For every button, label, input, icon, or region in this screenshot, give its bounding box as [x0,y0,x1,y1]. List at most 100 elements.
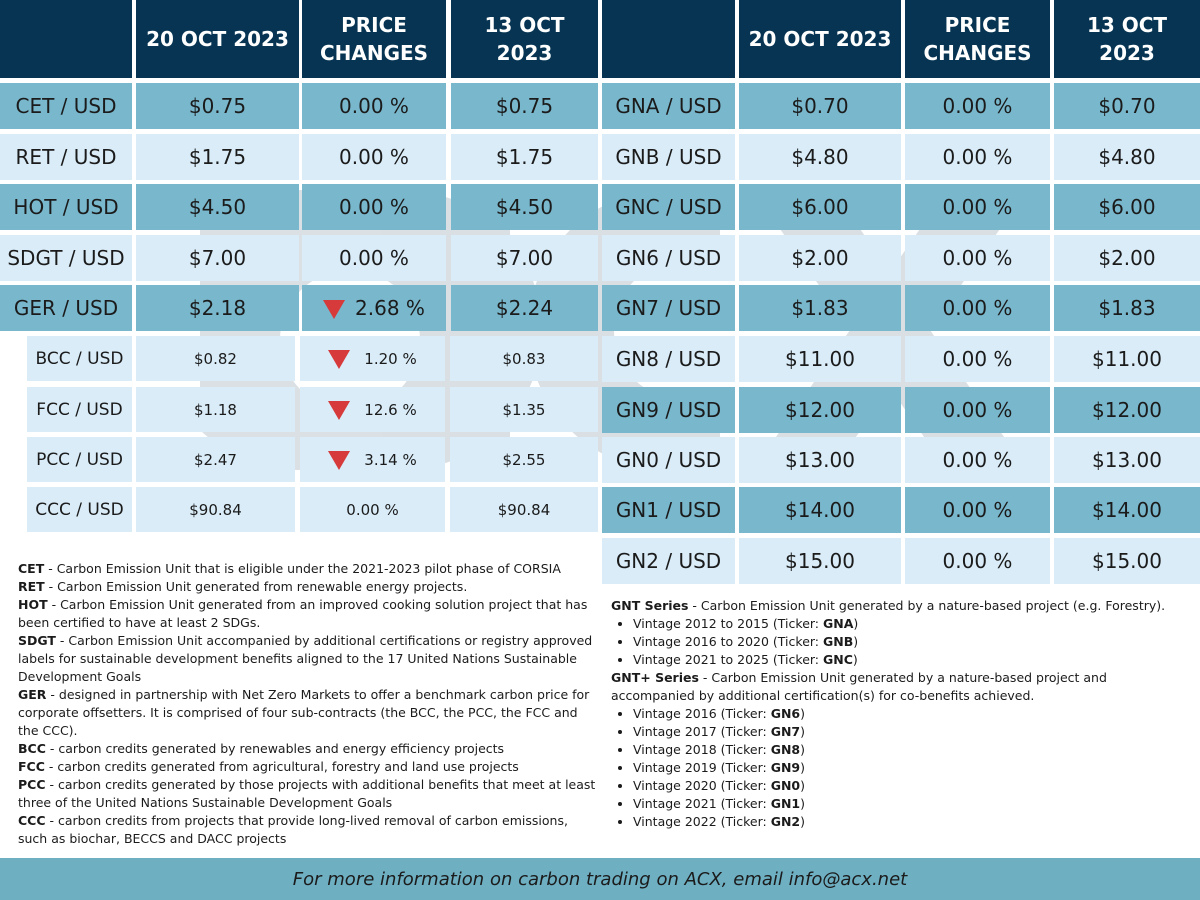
vintage-item: Vintage 2021 to 2025 (Ticker: GNC) [633,651,1191,669]
row-label: GN7 / USD [602,285,735,331]
sub-price-change: 12.6 % [300,387,445,432]
header-cell: 20 OCT 2023 [739,0,901,78]
previous-price: $7.00 [451,235,598,281]
vintage-ticker: GN7 [770,724,801,739]
footer-text: For more information on carbon trading o… [292,868,908,890]
sub-previous-price: $90.84 [450,487,598,532]
vintage-ticker: GN6 [770,706,801,721]
current-price: $2.18 [136,285,299,331]
sub-previous-price: $2.55 [450,437,598,482]
price-change-value: 0.00 % [339,145,409,169]
row-label: GN1 / USD [602,487,735,533]
vintage-ticker: GN2 [770,814,801,829]
header-cell [0,0,132,78]
previous-price: $6.00 [1054,184,1200,230]
price-change: 0.00 % [302,83,446,129]
vintage-text: Vintage 2018 (Ticker: [633,742,771,757]
vintage-text: Vintage 2016 (Ticker: [633,706,771,721]
definition-pcc: PCC - carbon credits generated by those … [18,776,598,812]
right-definitions: GNT Series - Carbon Emission Unit genera… [611,597,1191,831]
definition-term: RET [18,579,45,594]
vintage-ticker: GN1 [770,796,801,811]
definition-term: GER [18,687,47,702]
current-price: $1.75 [136,134,299,180]
row-label: GN8 / USD [602,336,735,382]
definition-text: - carbon credits generated by renewables… [45,741,505,756]
definition-text: - carbon credits from projects that prov… [18,813,568,846]
gntplus-series-definition: GNT+ Series - Carbon Emission Unit gener… [611,670,1107,703]
definition-ret: RET - Carbon Emission Unit generated fro… [18,578,598,596]
definition-text: - Carbon Emission Unit generated from an… [18,597,588,630]
vintage-text: Vintage 2017 (Ticker: [633,724,771,739]
price-change: 0.00 % [905,437,1050,483]
vintage-item: Vintage 2017 (Ticker: GN7) [633,723,1191,741]
vintage-ticker: GNC [822,652,853,667]
current-price: $13.00 [739,437,901,483]
vintage-close: ) [853,634,859,649]
current-price: $11.00 [739,336,901,382]
previous-price: $0.75 [451,83,598,129]
previous-price: $15.00 [1054,538,1200,584]
price-change: 0.00 % [905,538,1050,584]
row-label: GER / USD [0,285,132,331]
price-change: 0.00 % [905,235,1050,281]
sub-price-change: 1.20 % [300,336,445,381]
vintage-item: Vintage 2019 (Ticker: GN9) [633,759,1191,777]
definition-sdgt: SDGT - Carbon Emission Unit accompanied … [18,632,598,686]
price-change: 0.00 % [905,285,1050,331]
price-change: 0.00 % [905,83,1050,129]
definition-text: - Carbon Emission Unit generated from re… [44,579,468,594]
current-price: $0.70 [739,83,901,129]
vintage-close: ) [852,652,858,667]
definition-term: HOT [18,597,48,612]
previous-price: $14.00 [1054,487,1200,533]
previous-price: $2.24 [451,285,598,331]
sub-row-label: BCC / USD [27,336,132,381]
previous-price: $1.75 [451,134,598,180]
definition-text: - Carbon Emission Unit accompanied by ad… [18,633,593,684]
vintage-ticker: GN8 [770,742,801,757]
price-change: 0.00 % [302,184,446,230]
vintage-ticker: GNA [822,616,854,631]
vintage-close: ) [800,724,805,739]
price-change: 0.00 % [905,134,1050,180]
sub-current-price: $1.18 [136,387,295,432]
gnt-series-list: Vintage 2012 to 2015 (Ticker: GNA) Vintag… [633,615,1191,669]
previous-price: $1.83 [1054,285,1200,331]
row-label: HOT / USD [0,184,132,230]
price-change-value: 0.00 % [346,500,399,519]
definition-term: CET [18,561,45,576]
header-cell: PRICE CHANGES [905,0,1050,78]
vintage-close: ) [800,760,805,775]
previous-price: $13.00 [1054,437,1200,483]
previous-price: $0.70 [1054,83,1200,129]
definition-ccc: CCC - carbon credits from projects that … [18,812,598,848]
row-label: GN9 / USD [602,387,735,433]
row-label: CET / USD [0,83,132,129]
row-label: GNC / USD [602,184,735,230]
price-change: 0.00 % [905,487,1050,533]
row-label: GN2 / USD [602,538,735,584]
vintage-item: Vintage 2012 to 2015 (Ticker: GNA) [633,615,1191,633]
current-price: $14.00 [739,487,901,533]
gnt-series-definition: GNT Series - Carbon Emission Unit genera… [611,598,1166,613]
current-price: $12.00 [739,387,901,433]
current-price: $6.00 [739,184,901,230]
vintage-close: ) [800,706,805,721]
price-change-value: 12.6 % [364,400,417,419]
sub-row-label: FCC / USD [27,387,132,432]
header-cell: PRICE CHANGES [302,0,446,78]
down-arrow-icon [328,401,351,420]
definition-ger: GER - designed in partnership with Net Z… [18,686,598,740]
down-arrow-icon [328,350,351,369]
vintage-text: Vintage 2022 (Ticker: [633,814,771,829]
price-change: 0.00 % [905,336,1050,382]
current-price: $1.83 [739,285,901,331]
gntplus-series-list: Vintage 2016 (Ticker: GN6)Vintage 2017 (… [633,705,1191,831]
vintage-close: ) [853,616,859,631]
vintage-text: Vintage 2021 to 2025 (Ticker: [633,652,823,667]
vintage-item: Vintage 2022 (Ticker: GN2) [633,813,1191,831]
vintage-close: ) [800,742,805,757]
definition-fcc: FCC - carbon credits generated from agri… [18,758,598,776]
previous-price: $2.00 [1054,235,1200,281]
